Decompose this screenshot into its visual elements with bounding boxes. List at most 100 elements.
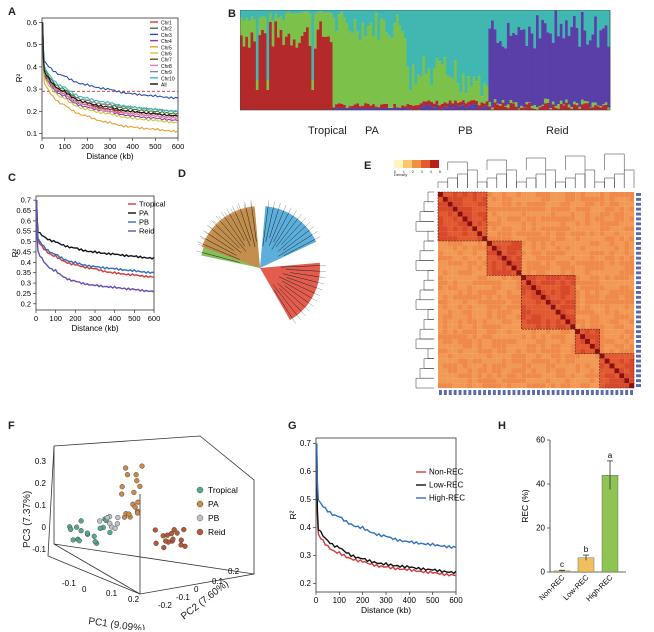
heatmap-cell [501, 378, 507, 384]
dendrogram-top-branch [516, 181, 527, 188]
legend-label: PB [139, 218, 149, 227]
heatmap-cell [511, 211, 517, 217]
heatmap-cell [477, 221, 483, 227]
admixture-segment [321, 10, 325, 13]
heatmap-cell [462, 324, 468, 330]
heatmap-cell [487, 290, 492, 295]
heatmap-cell [496, 221, 502, 227]
heatmap-cell [536, 216, 541, 222]
admixture-segment [583, 101, 587, 104]
heatmap-cell [487, 250, 492, 256]
heatmap-cell [487, 314, 492, 320]
admixture-segment [247, 21, 251, 48]
heatmap-cell [491, 319, 497, 325]
heatmap-cell [511, 309, 517, 315]
admixture-segment [517, 27, 521, 109]
tree-branch [273, 212, 289, 243]
series-line-pb [35, 200, 155, 275]
panel-a-plot: 0 100 200 300 400 500 6000.10.20.30.40.50.6Dis… [15, 17, 184, 161]
heatmap-cell [580, 304, 586, 310]
heatmap-cell [452, 201, 458, 207]
heatmap-cell [491, 226, 497, 232]
heatmap-cell [447, 275, 453, 281]
heatmap-cell [629, 290, 635, 295]
heatmap-cell [560, 255, 566, 261]
heatmap-cell [521, 226, 527, 232]
heatmap-cell [491, 378, 497, 384]
admixture-segment [509, 35, 513, 101]
heatmap-cell [594, 299, 600, 305]
heatmap-cell [452, 245, 458, 251]
dendrogram-left-branch [419, 211, 434, 222]
heatmap-cell [565, 383, 571, 389]
heatmap-cell [531, 378, 537, 384]
heatmap-cell [516, 201, 522, 207]
heatmap-cell [594, 241, 600, 246]
heatmap-cell [536, 275, 541, 281]
heatmap-cell [438, 270, 443, 276]
leaf-tick [319, 276, 326, 279]
heatmap-cell [487, 285, 492, 291]
admixture-segment [403, 106, 407, 108]
admixture-segment [591, 107, 595, 110]
heatmap-cell [472, 294, 478, 300]
heatmap-cell [472, 363, 478, 369]
heatmap-cell [550, 368, 556, 374]
heatmap-cell [462, 309, 468, 315]
x-tick-label: 0 [34, 314, 38, 323]
admixture-segment [475, 100, 479, 105]
heatmap-cell [462, 373, 468, 379]
heatmap-cell [624, 280, 630, 286]
heatmap-cell [565, 285, 571, 291]
heatmap-cell [619, 334, 625, 340]
pc2-tick-label: -0.2 [158, 601, 172, 610]
admixture-segment [443, 106, 447, 110]
heatmap-cell [506, 255, 512, 261]
heatmap-cell [501, 226, 507, 232]
dendrogram-left-branch [427, 309, 434, 320]
heatmap-cell [442, 368, 448, 374]
heatmap-cell [452, 348, 458, 354]
leaf-tick [273, 201, 275, 208]
heatmap-cell [516, 270, 522, 276]
heatmap-cell [462, 216, 468, 222]
admixture-segment [390, 10, 394, 39]
heatmap-cell [555, 245, 561, 251]
heatmap-cell [585, 206, 590, 212]
heatmap-cell [511, 294, 517, 300]
heatmap-cell [565, 221, 571, 227]
heatmap-cell [594, 309, 600, 315]
heatmap-cell [540, 309, 546, 315]
heatmap-cell [442, 334, 448, 340]
heatmap-cell [575, 299, 581, 305]
heatmap-cell [452, 299, 458, 305]
row-id-marker [636, 237, 641, 240]
heatmap-cell [521, 201, 527, 207]
heatmap-cell [570, 250, 576, 256]
legend-label: Chr4 [161, 39, 172, 45]
admixture-segment [340, 108, 344, 110]
heatmap-cell [545, 368, 551, 374]
pca-point [78, 518, 84, 524]
pca-point [139, 463, 145, 469]
heatmap-cell [624, 304, 630, 310]
heatmap-cell [580, 236, 586, 242]
heatmap-cell [496, 368, 502, 374]
heatmap-cell [585, 231, 590, 237]
heatmap-cell [457, 358, 463, 364]
heatmap-cell [506, 241, 512, 246]
col-id-marker [527, 390, 531, 395]
heatmap-cell [614, 285, 620, 291]
admixture-segment [303, 12, 307, 32]
admixture-segment [329, 42, 333, 110]
heatmap-cell [594, 304, 600, 310]
heatmap-cell [442, 363, 448, 369]
heatmap-cell [604, 216, 610, 222]
heatmap-cell [619, 201, 625, 207]
legend-swatch [394, 160, 403, 168]
heatmap-cell [491, 339, 497, 344]
heatmap-cell [589, 378, 595, 384]
heatmap-cell [536, 378, 541, 384]
heatmap-cell [516, 245, 522, 251]
heatmap-cell [614, 221, 620, 227]
